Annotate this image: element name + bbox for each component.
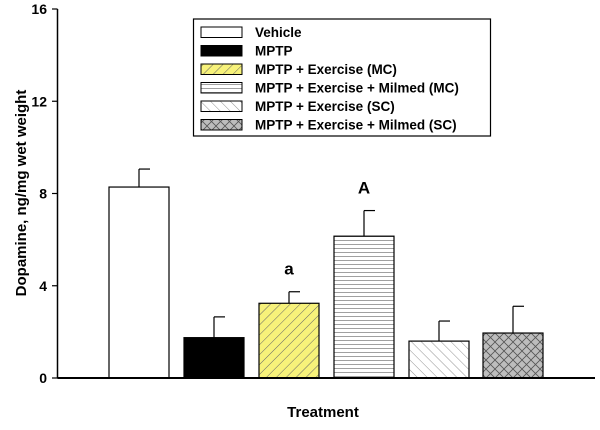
legend-swatch — [200, 100, 243, 112]
bar-2 — [258, 302, 320, 379]
legend-swatch — [200, 26, 243, 38]
bar-4 — [408, 340, 470, 379]
significance-label: A — [358, 179, 370, 198]
y-tick-label: 0 — [39, 370, 47, 386]
bar-0 — [108, 186, 170, 379]
legend-swatch — [200, 82, 243, 94]
y-tick-label: 8 — [39, 186, 47, 202]
y-tick-label: 12 — [31, 93, 47, 109]
legend-label: Vehicle — [255, 25, 302, 40]
legend-swatch — [200, 63, 243, 75]
significance-label: a — [284, 260, 294, 279]
legend-swatch — [200, 45, 243, 57]
y-axis-label: Dopamine, ng/mg wet weight — [13, 90, 30, 297]
legend-label: MPTP + Exercise (SC) — [255, 99, 395, 114]
bar-1 — [183, 337, 245, 379]
legend-label: MPTP + Exercise + Milmed (SC) — [255, 118, 457, 133]
y-tick-label: 16 — [31, 1, 47, 17]
legend-label: MPTP + Exercise + Milmed (MC) — [255, 81, 459, 96]
legend-label: MPTP + Exercise (MC) — [255, 62, 397, 77]
legend-box — [192, 18, 492, 137]
legend-swatch — [200, 119, 243, 131]
bar-5 — [482, 332, 544, 379]
y-tick-label: 4 — [39, 278, 47, 294]
legend-label: MPTP — [255, 44, 293, 59]
x-axis-label: Treatment — [287, 404, 359, 421]
bar-3 — [333, 235, 395, 379]
